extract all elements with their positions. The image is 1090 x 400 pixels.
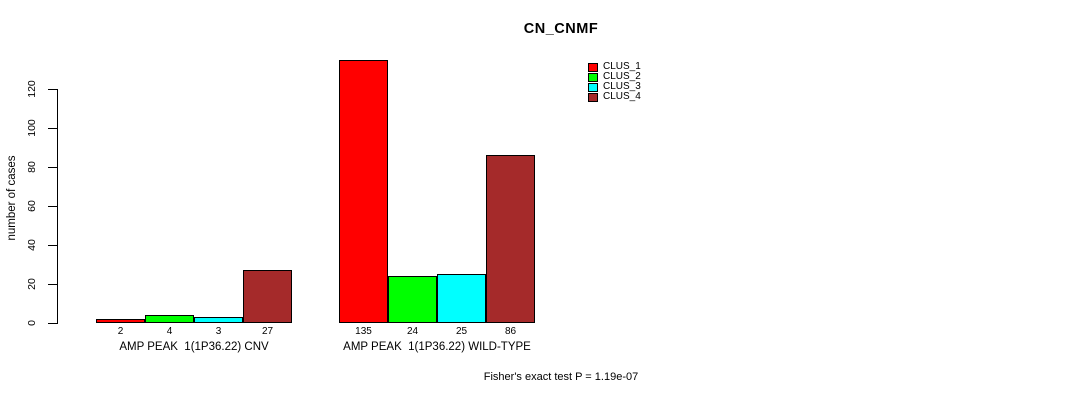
bar-value-label: 4 <box>166 326 173 337</box>
bar-clus_4 <box>243 270 292 323</box>
y-tick-label: 0 <box>26 320 38 326</box>
legend-swatch-icon <box>588 92 598 102</box>
footnote-fisher-test: Fisher's exact test P = 1.19e-07 <box>483 371 639 383</box>
legend: CLUS_1 CLUS_2 CLUS_3 CLUS_4 <box>588 62 641 102</box>
legend-label: CLUS_2 <box>603 71 641 82</box>
y-tick-mark <box>48 323 58 324</box>
legend-swatch-icon <box>588 72 598 82</box>
bar-value-label: 2 <box>117 326 124 337</box>
y-tick-label: 40 <box>26 239 38 251</box>
bar-clus_3 <box>437 274 486 323</box>
y-tick-mark <box>48 167 58 168</box>
legend-label: CLUS_1 <box>603 61 641 72</box>
group-label: AMP PEAK 1(1P36.22) WILD-TYPE <box>343 341 531 353</box>
y-tick-label: 100 <box>26 119 38 137</box>
y-tick-mark <box>48 245 58 246</box>
legend-row-clus_1: CLUS_1 <box>588 62 641 72</box>
bar-clus_2 <box>388 276 437 323</box>
y-tick-mark <box>48 89 58 90</box>
chart-title: CN_CNMF <box>523 21 599 37</box>
y-tick-label: 80 <box>26 161 38 173</box>
legend-row-clus_2: CLUS_2 <box>588 72 641 82</box>
bar-clus_2 <box>145 315 194 323</box>
y-axis-label: number of cases <box>6 155 18 241</box>
y-tick-label: 120 <box>26 80 38 98</box>
bar-value-label: 3 <box>215 326 222 337</box>
group-label: AMP PEAK 1(1P36.22) CNV <box>119 341 269 353</box>
y-tick-mark <box>48 206 58 207</box>
bar-value-label: 86 <box>504 326 517 337</box>
legend-row-clus_4: CLUS_4 <box>588 92 641 102</box>
legend-row-clus_3: CLUS_3 <box>588 82 641 92</box>
y-tick-mark <box>48 284 58 285</box>
y-tick-label: 60 <box>26 200 38 212</box>
bar-clus_1 <box>96 319 145 323</box>
y-tick-label: 20 <box>26 278 38 290</box>
legend-swatch-icon <box>588 62 598 72</box>
bar-value-label: 135 <box>355 326 372 337</box>
legend-label: CLUS_4 <box>603 91 641 102</box>
bar-value-label: 24 <box>406 326 419 337</box>
bar-clus_3 <box>194 317 243 323</box>
legend-swatch-icon <box>588 82 598 92</box>
bar-clus_4 <box>486 155 535 323</box>
bar-clus_1 <box>339 60 388 323</box>
bar-value-label: 27 <box>261 326 274 337</box>
bar-value-label: 25 <box>455 326 468 337</box>
legend-label: CLUS_3 <box>603 81 641 92</box>
y-tick-mark <box>48 128 58 129</box>
